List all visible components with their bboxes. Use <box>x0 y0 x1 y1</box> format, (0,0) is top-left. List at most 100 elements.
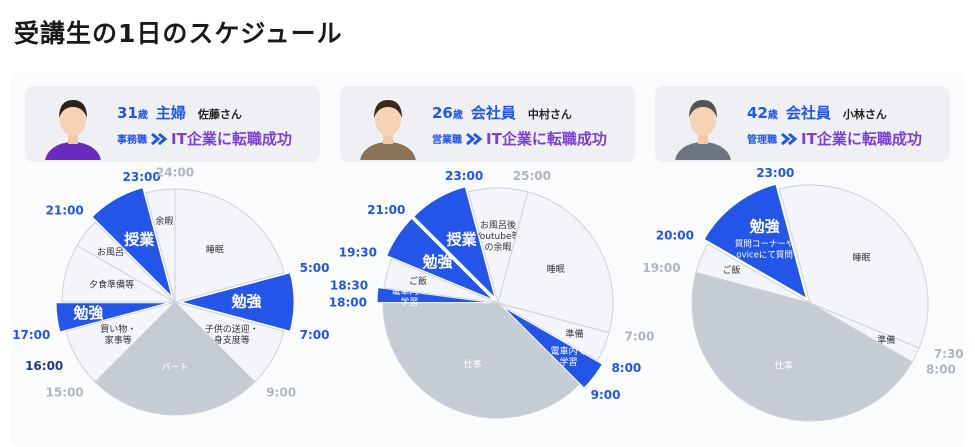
time-slice <box>91 187 173 299</box>
from-job: 管理職 <box>747 135 777 146</box>
time-label: 25:00 <box>513 169 551 183</box>
age: 42 <box>747 104 768 122</box>
slice-label: ご飯 <box>409 275 427 287</box>
from-job: 営業職 <box>432 135 462 146</box>
time-slice <box>497 191 614 334</box>
slice-label: 睡眠 <box>852 251 870 263</box>
slice-label: 準備 <box>877 334 895 346</box>
time-slice <box>179 272 295 332</box>
avatar <box>360 100 416 160</box>
time-label: 19:00 <box>642 261 680 275</box>
slice-label: の余暇 <box>484 241 511 253</box>
time-label: 8:00 <box>611 361 641 375</box>
arrow-icon <box>151 132 168 145</box>
time-label: 15:00 <box>46 386 84 400</box>
time-slice <box>502 306 604 389</box>
slice-label: 電車内で <box>550 345 586 357</box>
role: 主婦 <box>155 104 186 122</box>
slice-label: 勉強 <box>231 293 262 311</box>
slice-label: 夕食準備等 <box>89 279 134 291</box>
slice-label: 子供の送迎・ <box>205 323 259 335</box>
age: 31 <box>117 104 138 122</box>
age-unit: 歳 <box>767 110 778 121</box>
slice-label: 授業 <box>124 231 155 249</box>
time-label: 7:00 <box>300 328 330 342</box>
time-slice <box>497 302 610 362</box>
age-unit: 歳 <box>137 110 148 121</box>
name: 小林さん <box>842 108 887 121</box>
to-job: IT企業に転職成功 <box>486 130 607 148</box>
clock-chart: 余暇睡眠勉強子供の送迎・身支度等パート買い物・家事等勉強夕食準備等お風呂授業23… <box>12 166 329 416</box>
to-job: IT企業に転職成功 <box>171 130 292 148</box>
time-label: 18:00 <box>329 296 367 310</box>
slice-label: 睡眠 <box>547 263 565 275</box>
career-line: 管理職 IT企業に転職成功 <box>747 128 922 149</box>
career-line: 事務職 IT企業に転職成功 <box>117 128 292 149</box>
slice-label: お風呂 <box>97 247 124 258</box>
time-slice <box>76 221 176 303</box>
name: 中村さん <box>527 108 572 121</box>
slice-label: 勉強 <box>72 304 103 322</box>
arrow-icon <box>466 132 483 145</box>
time-label: 23:00 <box>445 169 483 183</box>
time-label: 16:00 <box>25 359 63 373</box>
time-slice <box>695 243 811 304</box>
slice-label: 家事等 <box>105 334 132 346</box>
slice-label: 学習 <box>400 296 418 308</box>
slice-label: 仕事 <box>463 358 481 370</box>
time-label: 18:30 <box>330 278 368 292</box>
time-label: 23:00 <box>123 170 161 184</box>
time-label: 5:00 <box>300 261 330 275</box>
clock-chart: お風呂後Youtube等の余暇睡眠準備電車内で学習仕事電車内で学習ご飯勉強授業2… <box>329 169 655 419</box>
page-title: 受講生の1日のスケジュール <box>14 19 343 48</box>
to-job: IT企業に転職成功 <box>801 130 922 148</box>
age: 26 <box>432 104 453 122</box>
slice-label: 勉強 <box>749 217 780 235</box>
slice-label: お風呂後 <box>480 219 516 231</box>
time-slice <box>412 186 496 300</box>
time-label: 9:00 <box>591 388 621 402</box>
slice-label: 準備 <box>565 328 583 340</box>
profile-card: 31歳 主婦 佐藤さん事務職 IT企業に転職成功 <box>25 86 320 162</box>
time-slice <box>65 301 177 383</box>
time-slice <box>382 302 581 419</box>
avatar <box>675 100 731 160</box>
time-slice <box>386 217 494 301</box>
name: 佐藤さん <box>197 108 242 121</box>
time-slice <box>703 183 808 300</box>
profile-line: 26歳 会社員 中村さん <box>432 102 572 123</box>
profile-card: 26歳 会社員 中村さん営業職 IT企業に転職成功 <box>340 86 635 162</box>
time-label: 7:30 <box>934 347 964 361</box>
slice-label: パート <box>161 362 188 373</box>
time-label: 21:00 <box>46 203 84 217</box>
time-slice <box>55 302 170 333</box>
slice-label: 睡眠 <box>206 244 224 256</box>
time-slice <box>94 301 256 416</box>
time-slice <box>174 188 285 303</box>
profile-card: 42歳 会社員 小林さん管理職 IT企業に転職成功 <box>655 86 950 162</box>
career-line: 営業職 IT企業に転職成功 <box>432 128 607 149</box>
avatar <box>45 100 101 160</box>
slice-label: 勉強 <box>422 253 453 271</box>
time-slice <box>778 184 929 349</box>
slice-sublabel: 質問コーナーや <box>735 238 795 249</box>
time-label: 8:00 <box>926 363 956 377</box>
slice-label: 余暇 <box>155 215 173 227</box>
time-label: 20:00 <box>656 229 694 243</box>
time-label: 9:00 <box>266 386 296 400</box>
slice-label: ご飯 <box>722 264 740 276</box>
slice-sublabel: oviceにて質問 <box>736 249 793 260</box>
slice-label: 買い物・ <box>100 323 136 335</box>
profile-line: 42歳 会社員 小林さん <box>747 102 887 123</box>
time-slice <box>383 258 499 304</box>
slice-label: Youtube等 <box>475 230 521 242</box>
slice-label: 身支度等 <box>214 334 250 346</box>
time-slice <box>691 271 913 422</box>
arrow-icon <box>781 132 798 145</box>
profile-line: 31歳 主婦 佐藤さん <box>117 102 242 123</box>
age-unit: 歳 <box>452 110 463 121</box>
time-label: 7:00 <box>625 329 655 343</box>
